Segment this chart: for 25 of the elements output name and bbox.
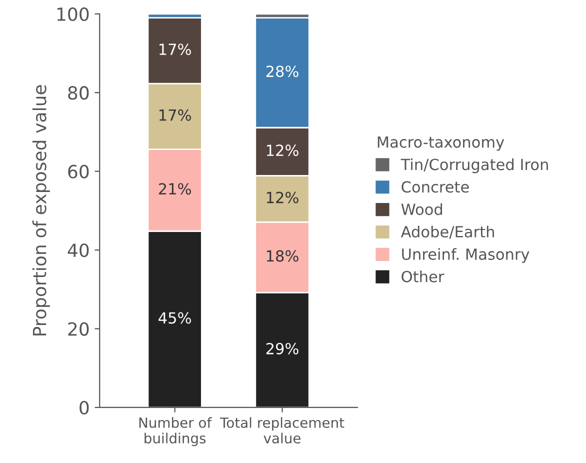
x-tick-label: Total replacement value <box>220 417 344 444</box>
y-tick-label: 100 <box>57 7 89 22</box>
x-tick-label: Number of buildings <box>139 417 212 446</box>
y-axis-title: Proportion of exposed value <box>32 85 50 336</box>
legend-title: Macro-taxonomy <box>378 136 504 151</box>
data-label: 12% <box>266 144 298 156</box>
data-label: 45% <box>158 312 191 324</box>
y-tick-label: 80 <box>68 86 89 100</box>
data-label: 12% <box>266 192 298 204</box>
legend-label: Adobe/Earth <box>400 226 494 239</box>
legend-label: Other <box>402 270 444 282</box>
legend-label: Concrete <box>402 181 469 193</box>
legend-label: Tin/Corrugated Iron <box>400 158 548 174</box>
y-tick-label: 20 <box>68 322 89 336</box>
y-tick-label: 40 <box>68 243 89 258</box>
y-tick-label: 60 <box>68 164 89 178</box>
y-tick-label: 0 <box>80 400 89 415</box>
data-label: 21% <box>158 183 191 195</box>
legend-label: Wood <box>401 203 442 216</box>
data-label: 17% <box>160 44 191 56</box>
data-label: 17% <box>160 109 191 121</box>
data-label: 29% <box>266 342 298 354</box>
legend-label: Unreinf. Masonry <box>402 248 530 263</box>
data-label: 18% <box>266 250 298 262</box>
data-label: 28% <box>266 66 298 78</box>
